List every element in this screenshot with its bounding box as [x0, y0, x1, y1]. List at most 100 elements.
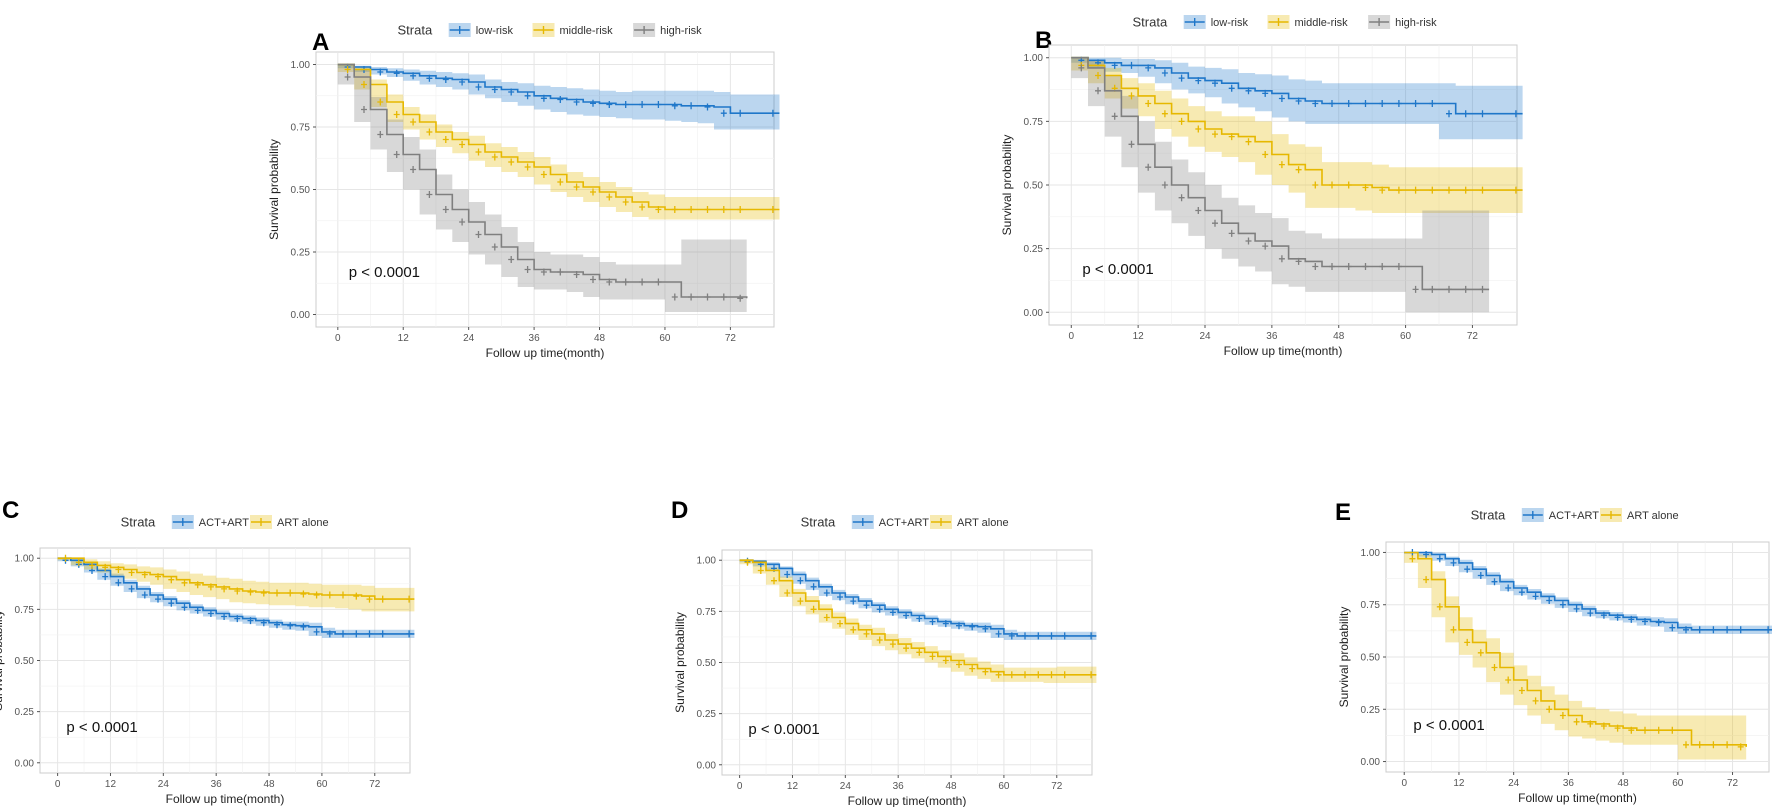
censor-mark — [426, 191, 433, 198]
panel-letter: D — [671, 497, 688, 524]
censor-mark — [1178, 117, 1185, 125]
censor-mark — [508, 256, 515, 263]
censor-mark — [1462, 110, 1469, 118]
censor-mark — [459, 78, 466, 86]
censor-mark — [622, 101, 629, 108]
legend-label-act-art: ACT+ART — [879, 517, 930, 529]
censor-mark — [459, 141, 466, 148]
censor-mark — [1345, 263, 1352, 270]
legend-label-low-risk: low-risk — [476, 25, 514, 37]
censor-mark — [194, 606, 201, 614]
censor-mark — [1245, 237, 1252, 245]
censor-mark — [655, 278, 662, 286]
censor-mark — [1278, 255, 1285, 263]
censor-mark — [540, 268, 547, 276]
censor-mark — [393, 69, 400, 77]
censor-mark — [406, 595, 413, 603]
panel-e: E 0 12 24 36 48 60 72 0.00 0.25 0.50 0.75 1.00 Follow… — [1335, 499, 1772, 805]
survival-curve-high-risk — [337, 63, 748, 299]
censor-mark — [903, 644, 910, 652]
censor-mark — [655, 101, 662, 108]
y-tick-label: 0.75 — [291, 123, 311, 134]
y-tick-label: 0.00 — [1361, 757, 1381, 768]
y-tick-label: 1.00 — [1024, 53, 1044, 64]
panel-d: D 0 12 24 36 48 60 72 0.00 0.25 0.50 0.75 1.00 Follow… — [671, 497, 1097, 807]
censor-mark — [1512, 186, 1519, 194]
censor-mark — [247, 588, 254, 596]
y-tick-label: 1.00 — [697, 556, 717, 567]
panel-letter: B — [1035, 27, 1052, 54]
censor-mark — [1600, 722, 1607, 730]
censor-mark — [889, 640, 896, 648]
censor-mark — [1195, 77, 1202, 85]
censor-mark — [1379, 186, 1386, 194]
x-tick-label: 48 — [945, 781, 957, 792]
censor-mark — [102, 573, 109, 581]
censor-mark — [704, 206, 711, 213]
x-tick-label: 36 — [211, 779, 223, 790]
x-tick-label: 60 — [1400, 331, 1412, 342]
x-axis-title: Follow up time(month) — [166, 792, 285, 806]
censor-mark — [1345, 100, 1352, 107]
legend-label-middle-risk: middle-risk — [1295, 17, 1349, 29]
censor-mark — [340, 630, 346, 638]
ci-band-art-alone — [739, 560, 1097, 683]
censor-mark — [622, 278, 629, 286]
y-axis-title: Survival probability — [1000, 135, 1014, 236]
censor-mark — [393, 111, 400, 118]
censor-mark — [1178, 74, 1185, 82]
y-axis-title: Survival probability — [1337, 607, 1351, 708]
censor-mark — [1628, 615, 1635, 623]
censor-mark — [366, 595, 373, 603]
y-tick-label: 1.00 — [1361, 548, 1381, 559]
ci-band-art-alone — [57, 558, 415, 612]
censor-mark — [1312, 181, 1319, 189]
censor-mark — [1312, 100, 1319, 107]
censor-mark — [850, 626, 857, 634]
censor-mark — [1696, 626, 1703, 634]
censor-mark — [1145, 163, 1152, 171]
x-axis-title: Follow up time(month) — [848, 794, 967, 807]
censor-mark — [313, 628, 320, 636]
censor-mark — [1724, 626, 1731, 634]
censor-mark — [1573, 605, 1580, 613]
censor-mark — [1295, 166, 1302, 174]
grid — [316, 52, 774, 327]
censor-mark — [671, 102, 678, 110]
grid — [722, 550, 1092, 775]
censor-mark — [1395, 100, 1402, 107]
panel-letter: C — [2, 497, 19, 524]
censor-mark — [1587, 609, 1594, 617]
survival-curve-high-risk — [1071, 56, 1490, 291]
censor-mark — [688, 293, 695, 301]
censor-mark — [1429, 100, 1436, 107]
censor-mark — [744, 558, 751, 566]
censor-mark — [737, 206, 744, 213]
censor-mark — [639, 203, 646, 211]
legend: Strata ACT+ART ART alone — [1471, 508, 1679, 523]
censor-mark — [234, 587, 241, 595]
censor-mark — [1573, 718, 1580, 726]
y-tick-label: 0.75 — [15, 605, 35, 616]
x-tick-label: 48 — [594, 333, 606, 344]
censor-mark — [1228, 229, 1235, 237]
censor-mark — [1329, 181, 1335, 189]
censor-mark — [1128, 140, 1135, 148]
censor-mark — [475, 83, 482, 91]
censor-mark — [1559, 712, 1566, 719]
ci-band-art-alone — [1404, 552, 1747, 760]
censor-mark — [1362, 100, 1369, 107]
censor-mark — [1161, 110, 1168, 118]
legend-title: Strata — [1133, 15, 1168, 30]
censor-mark — [863, 601, 870, 609]
censor-mark — [1412, 186, 1419, 194]
legend-label-art-alone: ART alone — [957, 517, 1009, 529]
censor-mark — [1446, 186, 1452, 194]
censor-mark — [540, 94, 547, 102]
censor-mark — [155, 573, 161, 581]
censor-mark — [1450, 626, 1457, 634]
censor-mark — [823, 589, 830, 597]
censor-mark — [956, 661, 962, 668]
x-tick-label: 60 — [1672, 778, 1684, 789]
x-tick-label: 24 — [158, 779, 170, 790]
